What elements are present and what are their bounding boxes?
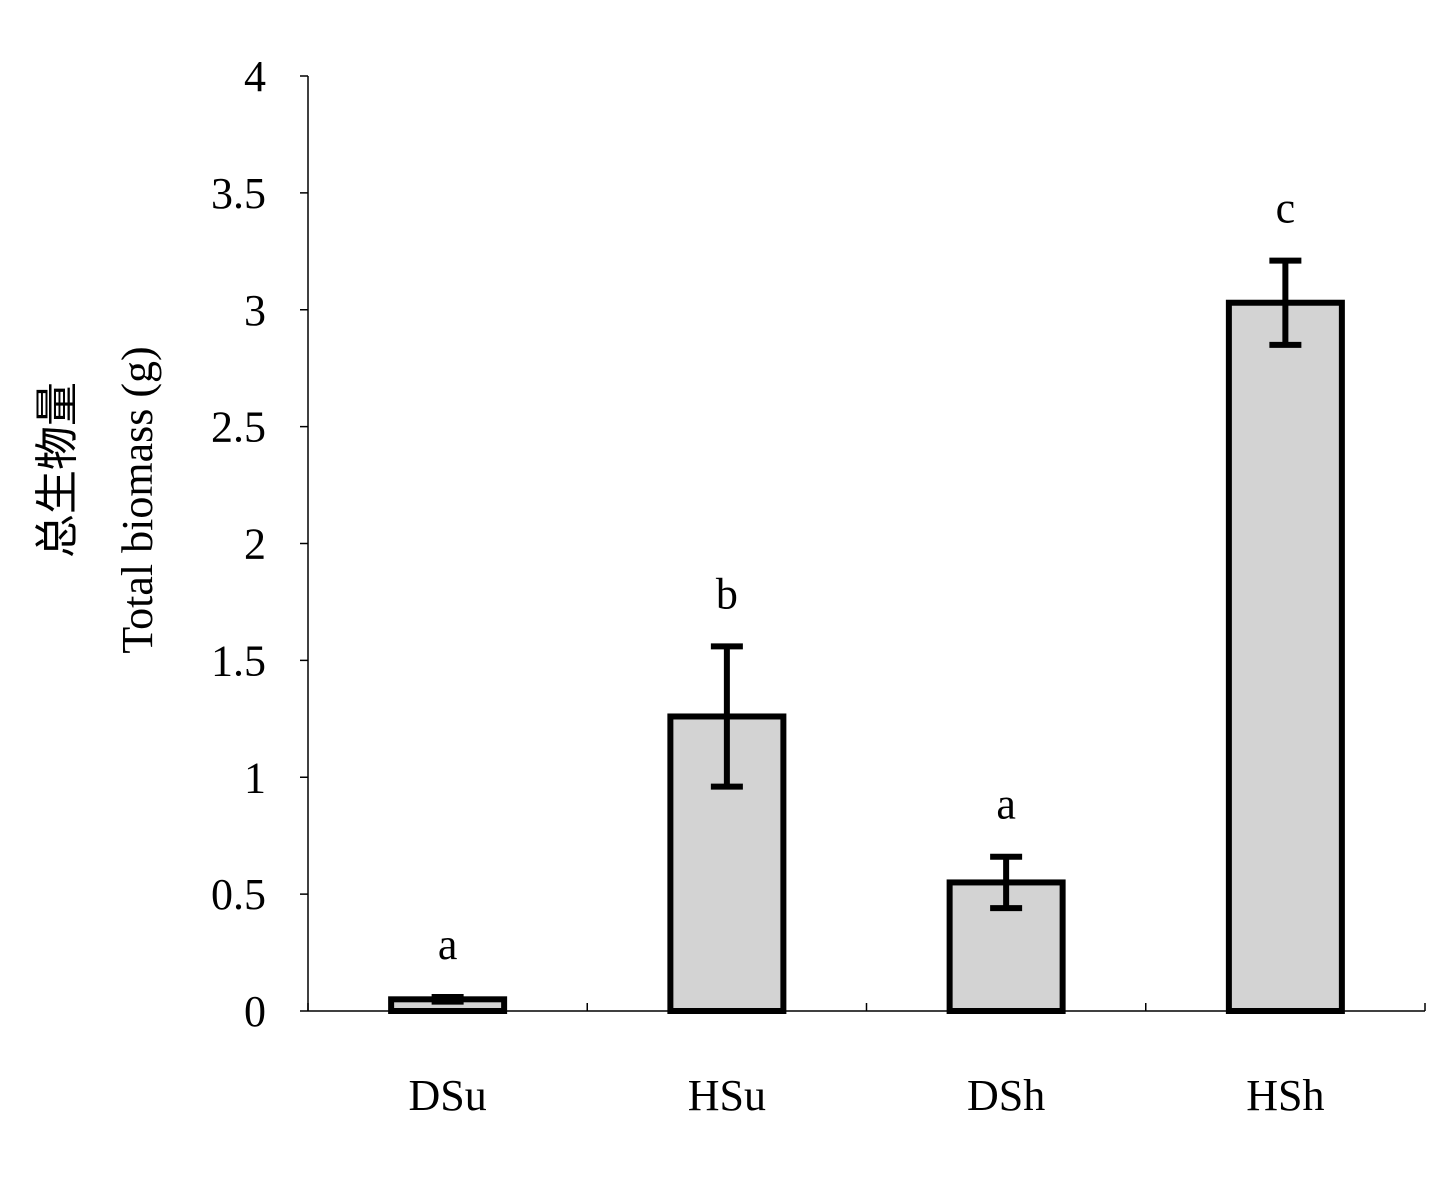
significance-label: a bbox=[996, 780, 1016, 829]
significance-label: a bbox=[438, 920, 458, 969]
x-tick-label: HSh bbox=[1246, 1071, 1324, 1120]
y-tick-label: 4 bbox=[244, 52, 266, 101]
significance-labels: a b a c bbox=[438, 184, 1295, 969]
x-tick-label: DSh bbox=[967, 1071, 1045, 1120]
significance-label: c bbox=[1276, 184, 1296, 233]
y-tick-label: 0 bbox=[244, 987, 266, 1036]
error-bars bbox=[431, 257, 1302, 1005]
y-tick-label: 1 bbox=[244, 753, 266, 802]
bar bbox=[1225, 299, 1345, 1014]
x-tick-label: DSu bbox=[409, 1071, 487, 1120]
y-tick-label: 3.5 bbox=[211, 169, 266, 218]
y-axis-label-en: Total biomass (g) bbox=[113, 346, 162, 653]
y-tick-label: 1.5 bbox=[211, 636, 266, 685]
y-axis-label: 总生物量 Total biomass (g) bbox=[33, 346, 162, 653]
y-tick-label: 2 bbox=[244, 520, 266, 569]
y-tick-label: 3 bbox=[244, 286, 266, 335]
significance-label: b bbox=[716, 569, 738, 618]
y-tick-label: 2.5 bbox=[211, 403, 266, 452]
x-axis: DSu HSu DSh HSh bbox=[307, 1003, 1426, 1120]
y-axis: 0 0.5 1 1.5 2 2.5 3 3.5 4 bbox=[211, 52, 309, 1036]
bars bbox=[388, 299, 1345, 1014]
y-axis-label-cn: 总生物量 bbox=[33, 382, 82, 558]
y-tick-label: 0.5 bbox=[211, 870, 266, 919]
x-tick-label: HSu bbox=[688, 1071, 766, 1120]
